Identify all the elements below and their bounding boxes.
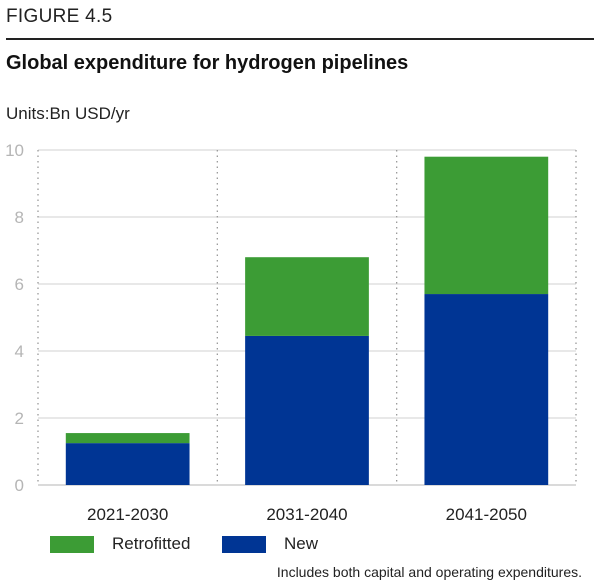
title-rule (6, 38, 594, 40)
bar-retrofitted-2031-2040 (245, 257, 369, 336)
y-tick-label: 10 (5, 141, 24, 160)
legend-label-retrofitted: Retrofitted (112, 534, 191, 553)
legend: Retrofitted New (0, 534, 600, 564)
x-tick-label: 2041-2050 (446, 505, 527, 524)
bar-new-2021-2030 (65, 443, 190, 485)
footnote: Includes both capital and operating expe… (276, 564, 582, 580)
y-tick-label: 6 (15, 275, 24, 294)
units-label: Units:Bn USD/yr (6, 104, 130, 123)
bar-retrofitted-2041-2050 (424, 156, 549, 295)
legend-label-new: New (284, 534, 319, 553)
y-tick-label: 4 (15, 342, 24, 361)
y-tick-label: 2 (15, 409, 24, 428)
legend-item-new: New (222, 534, 318, 554)
figure-label: FIGURE 4.5 (6, 6, 113, 27)
stacked-bar-chart: 0 2 4 6 8 10 2021-2030 2031-2040 2041-2050 (5, 141, 577, 524)
bar-new-2041-2050 (424, 294, 549, 485)
bar-retrofitted-2021-2030 (65, 433, 190, 444)
bar-new-2031-2040 (245, 335, 369, 485)
y-tick-label: 8 (15, 208, 24, 227)
legend-item-retrofitted: Retrofitted (50, 534, 190, 554)
x-tick-label: 2021-2030 (87, 505, 168, 524)
y-tick-label: 0 (15, 476, 24, 495)
chart-title: Global expenditure for hydrogen pipeline… (6, 52, 409, 74)
x-tick-label: 2031-2040 (266, 505, 347, 524)
legend-swatch-retrofitted (50, 535, 94, 553)
legend-swatch-new (222, 535, 266, 553)
